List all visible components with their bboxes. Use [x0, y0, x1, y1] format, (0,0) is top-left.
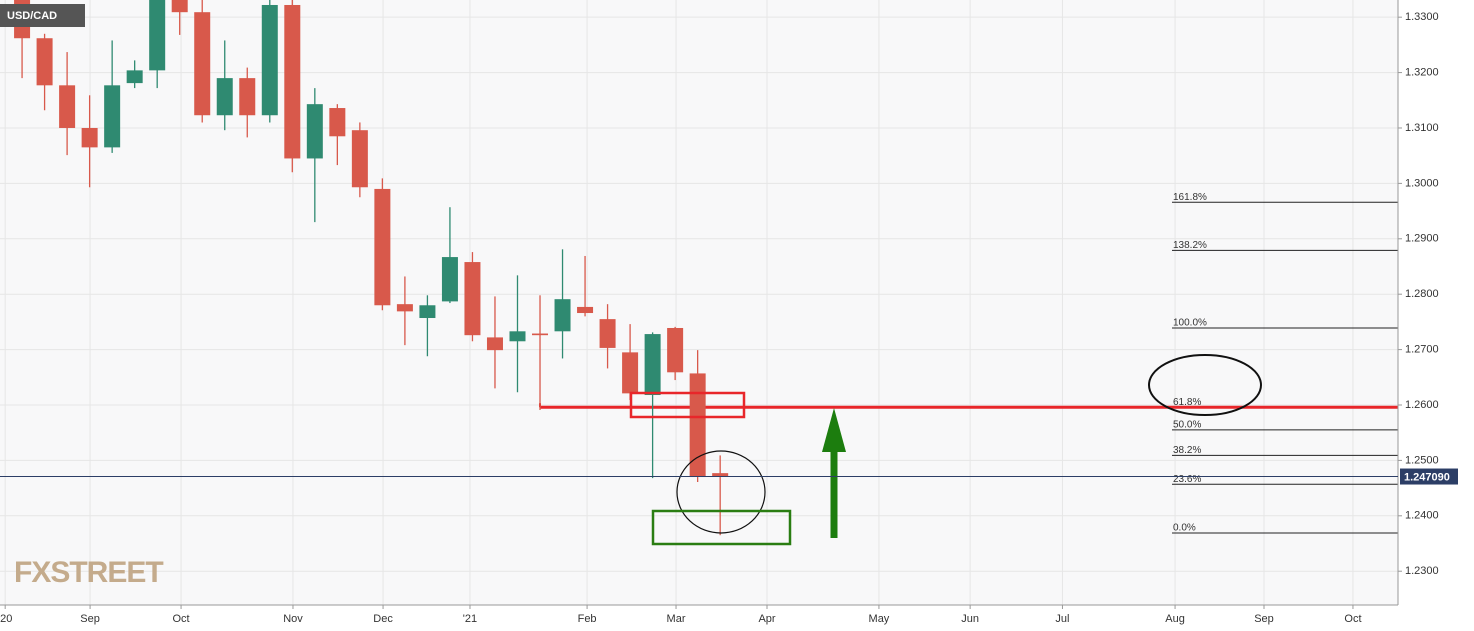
green-box	[651, 509, 792, 546]
x-tick-label: Jun	[961, 613, 979, 625]
candle-body	[59, 85, 76, 128]
fib-level-label: 61.8%	[1173, 397, 1201, 408]
x-tick-label: May	[869, 613, 890, 625]
fib-level-label: 0.0%	[1173, 523, 1196, 534]
fib-level-label: 100.0%	[1173, 318, 1207, 329]
y-tick-label: 1.3000	[1405, 177, 1439, 189]
y-tick-label: 1.2600	[1405, 399, 1439, 411]
x-tick-label: Dec	[373, 613, 393, 625]
candle-body	[396, 304, 413, 312]
candle-body	[104, 85, 121, 148]
axes: 1.2300 1.2400 1.2500 1.2600 1.2700 1.2800 1.29…	[0, 11, 1458, 625]
annotations	[629, 354, 1262, 546]
candle-body	[239, 78, 256, 116]
x-tick-label: Apr	[758, 613, 775, 625]
candle-body	[486, 337, 503, 351]
candle-body	[441, 257, 458, 302]
candle-body	[126, 70, 143, 84]
grid	[0, 0, 1398, 605]
y-tick-label: 1.3200	[1405, 66, 1439, 78]
candle-body	[599, 319, 616, 348]
candle-body	[419, 305, 436, 319]
circle-annotation	[676, 450, 766, 534]
x-tick-label: '20	[0, 613, 12, 625]
red-box	[629, 391, 746, 419]
y-tick-label: 1.3300	[1405, 11, 1439, 23]
candle-body	[351, 130, 368, 188]
y-tick-label: 1.2300	[1405, 565, 1439, 577]
last-price-label: 1.247090	[1404, 471, 1450, 483]
x-tick-label: Feb	[578, 613, 597, 625]
candle-body	[81, 127, 98, 148]
y-tick-label: 1.2500	[1405, 454, 1439, 466]
fib-level-label: 161.8%	[1173, 192, 1207, 203]
candle-body	[194, 12, 211, 116]
candle-body	[667, 327, 684, 373]
candle-body	[644, 334, 661, 396]
candles	[14, 0, 729, 536]
y-tick-label: 1.3100	[1405, 122, 1439, 134]
x-tick-label: Sep	[1254, 613, 1274, 625]
candle-body	[284, 4, 301, 159]
fib-level-label: 138.2%	[1173, 240, 1207, 251]
candle-body	[712, 473, 729, 477]
candle-body	[374, 188, 391, 306]
symbol-badge	[0, 4, 85, 27]
candle-body	[464, 262, 481, 336]
candle-body	[216, 78, 233, 116]
x-tick-label: Aug	[1165, 613, 1185, 625]
candle-body	[554, 299, 571, 332]
candle-body	[622, 352, 639, 394]
candle-body	[306, 104, 323, 159]
x-tick-label: Sep	[80, 613, 100, 625]
candle-body	[261, 4, 278, 116]
candle-body	[329, 108, 346, 137]
x-tick-label: Oct	[172, 613, 189, 625]
x-tick-label: Nov	[283, 613, 303, 625]
watermark: FXSTREET	[14, 556, 163, 589]
chart-title: USD/CAD	[7, 10, 57, 22]
fib-level-label: 50.0%	[1173, 420, 1201, 431]
y-tick-label: 1.2900	[1405, 233, 1439, 245]
ellipse-annotation	[1148, 354, 1262, 416]
candle-body	[149, 0, 166, 71]
arrow-head	[822, 408, 846, 452]
x-tick-label: '21	[463, 613, 477, 625]
x-tick-label: Mar	[667, 613, 686, 625]
last-price-badge	[1400, 468, 1458, 485]
candle-body	[532, 333, 549, 336]
candle-body	[509, 331, 526, 342]
candle-body	[577, 306, 594, 314]
y-tick-label: 1.2400	[1405, 510, 1439, 522]
x-tick-label: Oct	[1344, 613, 1361, 625]
candle-body	[689, 373, 706, 478]
y-tick-label: 1.2700	[1405, 343, 1439, 355]
y-tick-label: 1.2800	[1405, 288, 1439, 300]
fib-level-label: 23.6%	[1173, 474, 1201, 485]
candle-body	[171, 0, 188, 13]
x-tick-label: Jul	[1055, 613, 1069, 625]
plot-background	[0, 0, 1398, 605]
candle-body	[36, 38, 53, 86]
fibonacci: 161.8% 138.2% 100.0% 61.8% 50.0% 38.2% 23.6% 0.…	[539, 192, 1398, 534]
fib-level-label: 38.2%	[1173, 445, 1201, 456]
